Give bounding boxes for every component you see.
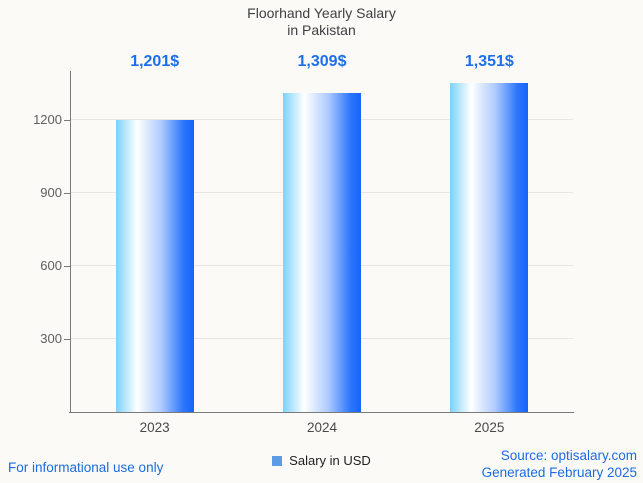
- y-tick-mark: [64, 339, 70, 340]
- chart-title-line2: in Pakistan: [287, 22, 356, 38]
- y-axis-line: [70, 71, 71, 412]
- footer-disclaimer: For informational use only: [8, 460, 164, 475]
- bar-value-label: 1,201$: [130, 53, 180, 70]
- bar-2023: [115, 119, 194, 412]
- bar-2024: [283, 93, 361, 412]
- footer-source: Source: optisalary.com Generated Februar…: [482, 447, 637, 481]
- bar-value-label: 1,309$: [297, 53, 347, 70]
- y-tick-mark: [64, 266, 70, 267]
- plot-area: [71, 71, 573, 412]
- chart-title: Floorhand Yearly Salary in Pakistan: [0, 5, 643, 39]
- y-tick-mark: [64, 120, 70, 121]
- x-tick-label: 2023: [139, 420, 170, 435]
- y-tick-label: 1200: [33, 112, 62, 127]
- legend-swatch-icon: [272, 455, 283, 466]
- footer-source-line: Source: optisalary.com: [500, 448, 637, 463]
- y-tick-label: 600: [40, 258, 62, 273]
- footer-generated-line: Generated February 2025: [481, 465, 637, 480]
- legend: Salary in USD: [0, 453, 643, 468]
- x-tick-label: 2025: [474, 420, 505, 435]
- y-tick-label: 900: [40, 185, 62, 200]
- y-tick-mark: [64, 193, 70, 194]
- x-tick-label: 2024: [306, 420, 338, 435]
- x-axis-line: [69, 412, 574, 413]
- y-tick-label: 300: [40, 331, 62, 346]
- legend-label: Salary in USD: [289, 453, 371, 468]
- bar-value-label: 1,351$: [464, 53, 514, 70]
- chart-title-line1: Floorhand Yearly Salary: [247, 5, 396, 21]
- bar-2025: [450, 82, 529, 412]
